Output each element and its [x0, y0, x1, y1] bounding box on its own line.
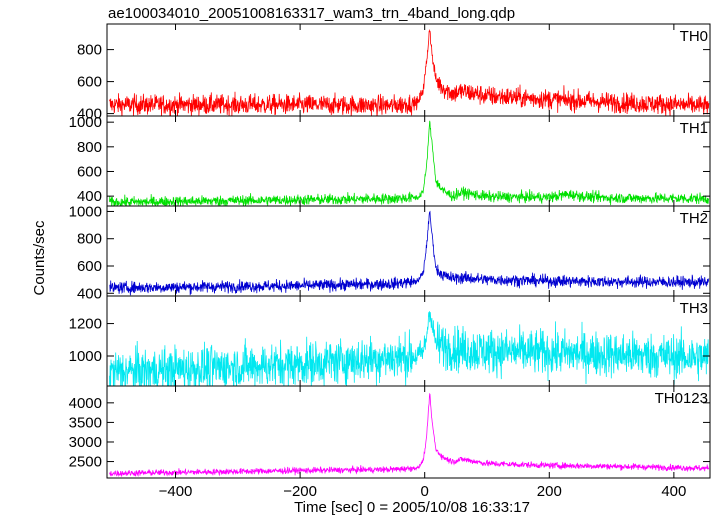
- y-tick-label: 1200: [69, 316, 102, 333]
- panel-frame-th1: [106, 115, 711, 207]
- panel-label-th0123: TH0123: [655, 390, 708, 407]
- y-tick-label: 600: [77, 74, 102, 91]
- series-line-th0: [109, 29, 710, 116]
- y-tick-label: 1000: [69, 114, 102, 131]
- series-line-th0123: [109, 392, 710, 477]
- y-axis-label: Counts/sec: [31, 220, 48, 296]
- y-tick-label: 1000: [69, 348, 102, 365]
- panel-label-th3: TH3: [680, 300, 708, 317]
- panel-frame-th0123: [106, 385, 711, 479]
- y-tick-label: 600: [77, 258, 102, 275]
- panel-th0: 400 600 800 TH0: [77, 23, 711, 123]
- series-line-th2: [109, 210, 710, 296]
- y-tick-label: 400: [77, 106, 102, 123]
- panel-th2: 400 600 800 1000 TH2: [69, 203, 711, 302]
- panel-th1: 400 600 800 1000 TH1: [69, 114, 711, 207]
- y-tick-label: 4000: [69, 395, 102, 412]
- x-tick-label: −400: [159, 483, 193, 500]
- x-tick-label: 0: [421, 483, 429, 500]
- y-tick-label: 400: [77, 285, 102, 302]
- y-tick-label: 800: [77, 139, 102, 156]
- y-tick-label: 3000: [69, 434, 102, 451]
- y-tick-label: 800: [77, 231, 102, 248]
- y-tick-label: 2500: [69, 454, 102, 471]
- series-line-th1: [109, 120, 710, 206]
- panel-th0123: 2500 3000 3500 4000 TH0123: [69, 385, 711, 479]
- y-tick-label: 600: [77, 163, 102, 180]
- series-line-th3: [109, 311, 710, 386]
- y-tick-label: 3500: [69, 414, 102, 431]
- y-tick-label: 1000: [69, 203, 102, 220]
- x-tick-label: 400: [661, 483, 686, 500]
- y-tick-label: 800: [77, 42, 102, 59]
- panel-label-th0: TH0: [680, 28, 708, 45]
- panels-group: 400 600 800 TH0 400 600 800 1000 TH1 400 600 800 100…: [69, 23, 711, 500]
- chart-title: ae100034010_20051008163317_wam3_trn_4ban…: [108, 5, 515, 22]
- panel-th3: 1000 1200 TH3: [69, 295, 711, 387]
- x-tick-label: −200: [283, 483, 317, 500]
- x-tick-label: 200: [537, 483, 562, 500]
- y-tick-label: 400: [77, 188, 102, 205]
- x-axis-label: Time [sec] 0 = 2005/10/08 16:33:17: [294, 499, 530, 516]
- panel-label-th1: TH1: [680, 120, 708, 137]
- panel-label-th2: TH2: [680, 210, 708, 227]
